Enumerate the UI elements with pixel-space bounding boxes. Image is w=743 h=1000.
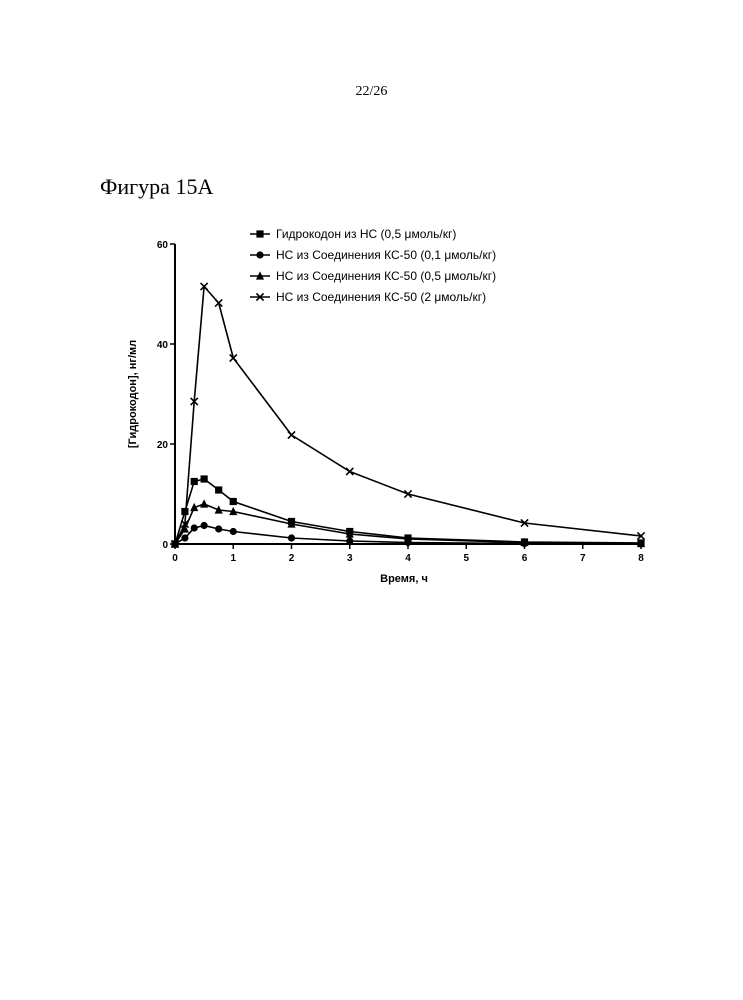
legend-label-4: НС из Соединения КС-50 (2 μмоль/кг) bbox=[276, 290, 486, 304]
x-tick-label: 0 bbox=[172, 553, 178, 564]
x-tick-label: 5 bbox=[463, 553, 469, 564]
y-tick-label: 40 bbox=[157, 340, 169, 351]
y-tick-label: 60 bbox=[157, 240, 169, 251]
data-point-series-4 bbox=[346, 468, 353, 475]
x-tick-label: 2 bbox=[289, 553, 295, 564]
y-tick-label: 20 bbox=[157, 440, 169, 451]
data-point-series-1 bbox=[201, 475, 208, 482]
data-point-series-3 bbox=[200, 499, 208, 507]
x-tick-label: 7 bbox=[580, 553, 586, 564]
data-point-series-1 bbox=[215, 486, 222, 493]
legend-marker-2 bbox=[256, 251, 263, 258]
y-axis-label: [Гидрокодон], нг/мл bbox=[127, 340, 139, 448]
data-point-series-2 bbox=[191, 524, 198, 531]
y-tick-label: 0 bbox=[162, 540, 168, 551]
x-tick-label: 1 bbox=[230, 553, 236, 564]
x-tick-label: 4 bbox=[405, 553, 411, 564]
data-point-series-2 bbox=[181, 534, 188, 541]
pk-line-chart: 0 1 2 3 4 5 6 7 8 0 20 40 60 Время, ч [Гидрокодон], нг… bbox=[0, 0, 743, 620]
x-tick-label: 8 bbox=[638, 553, 644, 564]
x-tick-label: 6 bbox=[522, 553, 528, 564]
legend-label-1: Гидрокодон из НС (0,5 μмоль/кг) bbox=[276, 227, 456, 241]
data-point-series-1 bbox=[230, 498, 237, 505]
legend-label-3: НС из Соединения КС-50 (0,5 μмоль/кг) bbox=[276, 269, 496, 283]
data-point-series-2 bbox=[346, 537, 353, 544]
x-axis-label: Время, ч bbox=[380, 573, 428, 585]
x-tick-label: 3 bbox=[347, 553, 353, 564]
data-point-series-4 bbox=[288, 431, 295, 438]
data-point-series-2 bbox=[288, 534, 295, 541]
data-point-series-1 bbox=[191, 478, 198, 485]
data-point-series-2 bbox=[215, 525, 222, 532]
series-line-1 bbox=[175, 479, 641, 544]
data-point-series-2 bbox=[230, 528, 237, 535]
legend-marker-1 bbox=[256, 230, 263, 237]
legend-label-2: НС из Соединения КС-50 (0,1 μмоль/кг) bbox=[276, 248, 496, 262]
data-point-series-2 bbox=[201, 522, 208, 529]
